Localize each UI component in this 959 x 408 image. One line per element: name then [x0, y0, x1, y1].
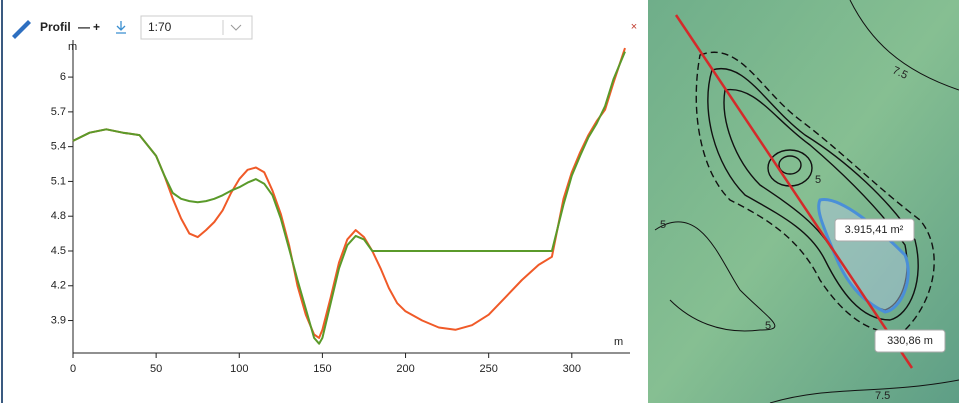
y-tick-label: 5.4	[51, 141, 66, 153]
y-tick-label: 5.7	[51, 106, 66, 118]
y-tick-label: 5.1	[51, 175, 66, 187]
x-tick-label: 150	[313, 363, 331, 375]
profile-panel	[0, 0, 648, 403]
y-axis-unit: m	[68, 41, 77, 53]
minus-button[interactable]: —	[78, 20, 90, 34]
x-tick-label: 250	[479, 363, 497, 375]
contour-label: 7.5	[875, 390, 890, 402]
contour-label: 5	[765, 320, 771, 332]
page: Profil — + 1:70 × m m 3.9 4.2 4.5 4.8 5.1 5.4…	[0, 0, 959, 403]
screen: Profil — + 1:70 × m m 3.9 4.2 4.5 4.8 5.1 5.4…	[0, 0, 959, 403]
y-tick-label: 4.5	[51, 245, 66, 257]
y-tick-label: 4.2	[51, 280, 66, 292]
plus-button[interactable]: +	[93, 20, 100, 34]
scale-value: 1:70	[148, 20, 172, 34]
y-tick-label: 6	[60, 71, 66, 83]
x-tick-label: 200	[396, 363, 414, 375]
distance-label: 330,86 m	[887, 335, 933, 347]
contour-label: 5	[660, 219, 666, 231]
y-tick-label: 4.8	[51, 210, 66, 222]
map: 7.5 5 5 5 7.5 3.915,41 m² 330,86 m	[648, 0, 959, 403]
x-axis-unit: m	[614, 336, 623, 348]
x-tick-label: 300	[563, 363, 581, 375]
close-button[interactable]: ×	[631, 21, 637, 33]
y-tick-label: 3.9	[51, 314, 66, 326]
area-label: 3.915,41 m²	[845, 224, 904, 236]
contour-label: 5	[815, 174, 821, 186]
x-tick-label: 0	[70, 363, 76, 375]
x-tick-label: 100	[230, 363, 248, 375]
x-tick-label: 50	[150, 363, 162, 375]
toolbar-title: Profil	[40, 20, 71, 34]
